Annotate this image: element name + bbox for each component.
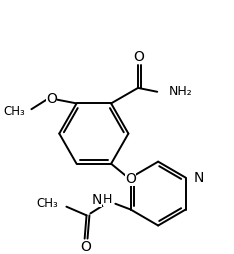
Text: CH₃: CH₃ [36, 197, 58, 210]
Text: O: O [46, 91, 57, 106]
Text: O: O [134, 50, 144, 64]
Text: O: O [125, 172, 136, 186]
Text: N: N [91, 193, 102, 207]
Text: H: H [103, 193, 112, 206]
Text: NH₂: NH₂ [169, 85, 193, 98]
Text: O: O [80, 240, 91, 254]
Text: CH₃: CH₃ [3, 105, 25, 118]
Text: N: N [193, 171, 204, 185]
